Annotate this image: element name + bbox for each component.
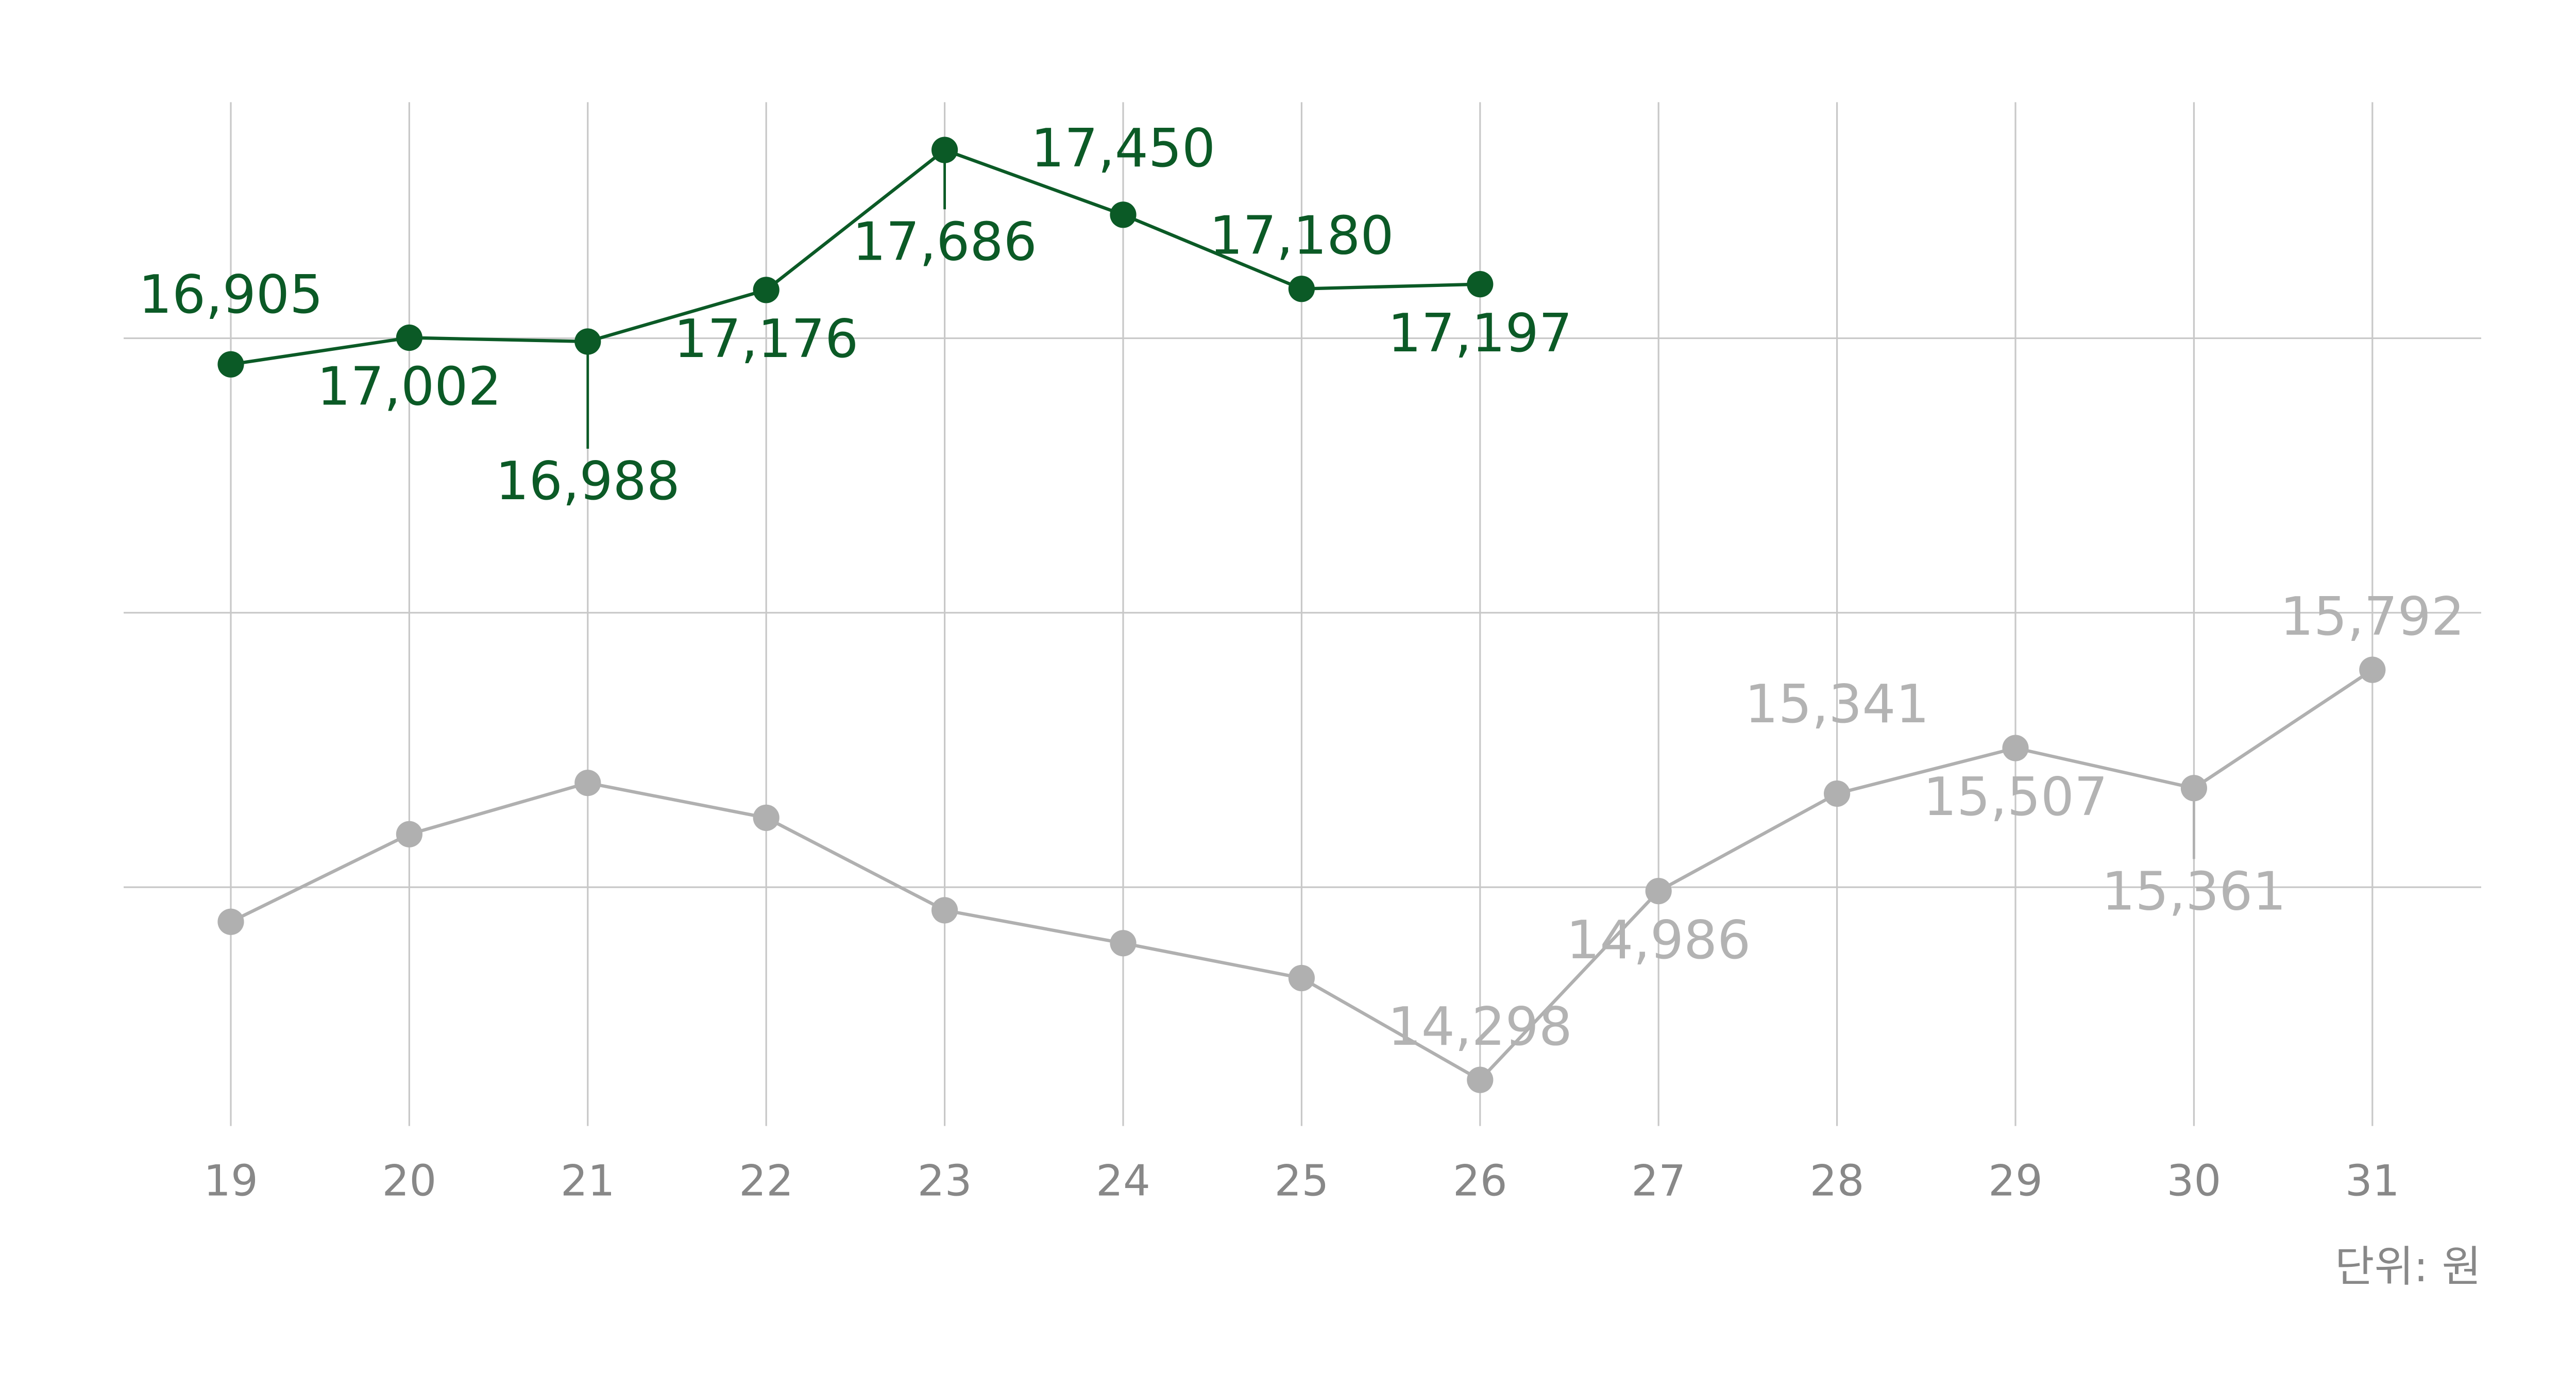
x-tick-label: 22	[739, 1156, 793, 1206]
data-point	[396, 821, 422, 847]
x-tick-label: 21	[561, 1156, 615, 1206]
data-point	[1110, 930, 1137, 957]
data-point	[753, 804, 779, 831]
data-point	[931, 897, 958, 924]
data-point	[1288, 276, 1315, 302]
data-label: 16,905	[139, 264, 323, 326]
data-point	[931, 137, 958, 163]
data-point	[1110, 201, 1137, 228]
data-point	[1824, 780, 1851, 807]
data-point	[2359, 656, 2386, 683]
x-tick-label: 20	[382, 1156, 436, 1206]
data-label: 14,986	[1566, 910, 1751, 971]
data-label: 17,450	[1031, 118, 1215, 179]
data-point	[217, 351, 244, 378]
x-tick-label: 29	[1988, 1156, 2043, 1206]
data-point	[574, 770, 601, 796]
data-label: 17,176	[674, 309, 858, 370]
series-line	[230, 148, 1480, 366]
data-label: 16,988	[496, 451, 680, 512]
x-tick-label: 25	[1274, 1156, 1329, 1206]
data-label: 15,341	[1744, 674, 1929, 735]
x-tick-label: 24	[1096, 1156, 1150, 1206]
data-point	[1645, 877, 1672, 905]
x-tick-label: 27	[1631, 1156, 1686, 1206]
data-point	[396, 324, 422, 351]
data-label: 17,180	[1209, 206, 1394, 267]
data-label: 15,361	[2102, 861, 2286, 923]
data-point	[2180, 775, 2207, 802]
data-label: 15,792	[2280, 586, 2465, 648]
data-point	[574, 328, 601, 355]
data-point	[753, 277, 779, 303]
data-label: 17,197	[1388, 303, 1572, 364]
x-tick-label: 19	[204, 1156, 258, 1206]
data-label: 17,002	[317, 357, 501, 418]
data-point	[2002, 735, 2029, 761]
data-point	[1467, 1066, 1494, 1093]
x-tick-label: 28	[1810, 1156, 1865, 1206]
data-point	[1288, 964, 1315, 992]
data-label: 15,507	[1923, 767, 2108, 828]
x-tick-label: 26	[1453, 1156, 1507, 1206]
data-label: 17,686	[852, 212, 1037, 273]
data-label: 14,298	[1388, 996, 1572, 1058]
x-tick-label: 30	[2166, 1156, 2221, 1206]
x-tick-label: 23	[918, 1156, 972, 1206]
unit-note: 단위: 원	[2335, 1242, 2481, 1292]
data-point	[217, 908, 244, 935]
data-point	[1467, 271, 1494, 298]
x-tick-label: 31	[2345, 1156, 2400, 1206]
